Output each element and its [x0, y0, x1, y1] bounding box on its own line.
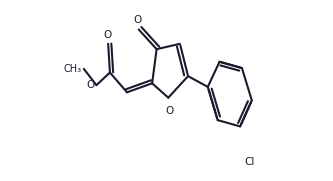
Text: O: O: [103, 30, 111, 40]
Text: O: O: [86, 80, 94, 90]
Text: CH₃: CH₃: [63, 64, 81, 74]
Text: O: O: [134, 14, 142, 25]
Text: Cl: Cl: [244, 157, 254, 167]
Text: O: O: [165, 106, 173, 116]
